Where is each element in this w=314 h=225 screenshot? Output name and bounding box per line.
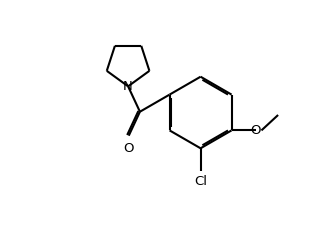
Text: O: O (251, 124, 261, 137)
Text: N: N (123, 80, 133, 93)
Text: O: O (123, 142, 134, 155)
Text: Cl: Cl (194, 175, 207, 188)
